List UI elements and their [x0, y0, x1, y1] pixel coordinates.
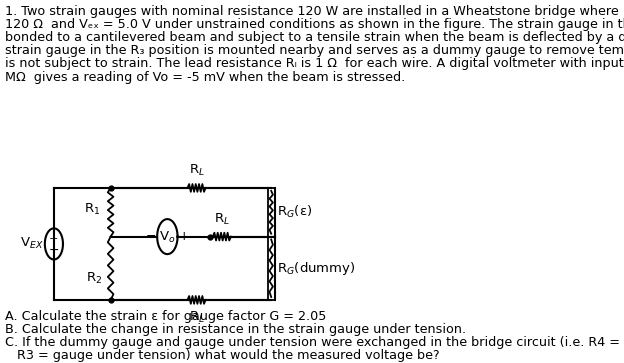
Text: A. Calculate the strain ε for gauge factor G = 2.05: A. Calculate the strain ε for gauge fact… [4, 310, 326, 323]
Text: 120 Ω  and Vₑₓ = 5.0 V under unstrained conditions as shown in the figure. The s: 120 Ω and Vₑₓ = 5.0 V under unstrained c… [4, 18, 624, 31]
Text: +: + [49, 234, 59, 244]
Text: R$_L$: R$_L$ [188, 310, 205, 325]
Text: V$_{EX}$: V$_{EX}$ [19, 236, 43, 252]
Text: R$_G$(dummy): R$_G$(dummy) [277, 260, 356, 277]
Text: C. If the dummy gauge and gauge under tension were exchanged in the bridge circu: C. If the dummy gauge and gauge under te… [4, 336, 624, 349]
Bar [268, 188, 275, 237]
Text: R$_L$: R$_L$ [214, 212, 230, 227]
Text: 1. Two strain gauges with nominal resistance 120 W are installed in a Wheatstone: 1. Two strain gauges with nominal resist… [4, 5, 624, 18]
Text: +: + [178, 230, 189, 243]
Text: strain gauge in the R₃ position is mounted nearby and serves as a dummy gauge to: strain gauge in the R₃ position is mount… [4, 44, 624, 57]
Text: −: − [145, 230, 156, 243]
Text: −: − [49, 244, 59, 257]
Text: R3 = gauge under tension) what would the measured voltage be?: R3 = gauge under tension) what would the… [4, 349, 439, 362]
Text: V$_o$: V$_o$ [159, 230, 175, 245]
Text: R$_L$: R$_L$ [188, 163, 205, 178]
Bar [268, 237, 275, 300]
Text: R$_G$(ε): R$_G$(ε) [277, 204, 313, 220]
Text: MΩ  gives a reading of Vo = -5 mV when the beam is stressed.: MΩ gives a reading of Vo = -5 mV when th… [4, 70, 405, 83]
Text: R$_1$: R$_1$ [84, 202, 100, 217]
Text: R$_2$: R$_2$ [87, 271, 103, 286]
Text: B. Calculate the change in resistance in the strain gauge under tension.: B. Calculate the change in resistance in… [4, 323, 466, 336]
Text: is not subject to strain. The lead resistance Rₗ is 1 Ω  for each wire. A digita: is not subject to strain. The lead resis… [4, 57, 624, 70]
Text: bonded to a cantilevered beam and subject to a tensile strain when the beam is d: bonded to a cantilevered beam and subjec… [4, 31, 624, 44]
